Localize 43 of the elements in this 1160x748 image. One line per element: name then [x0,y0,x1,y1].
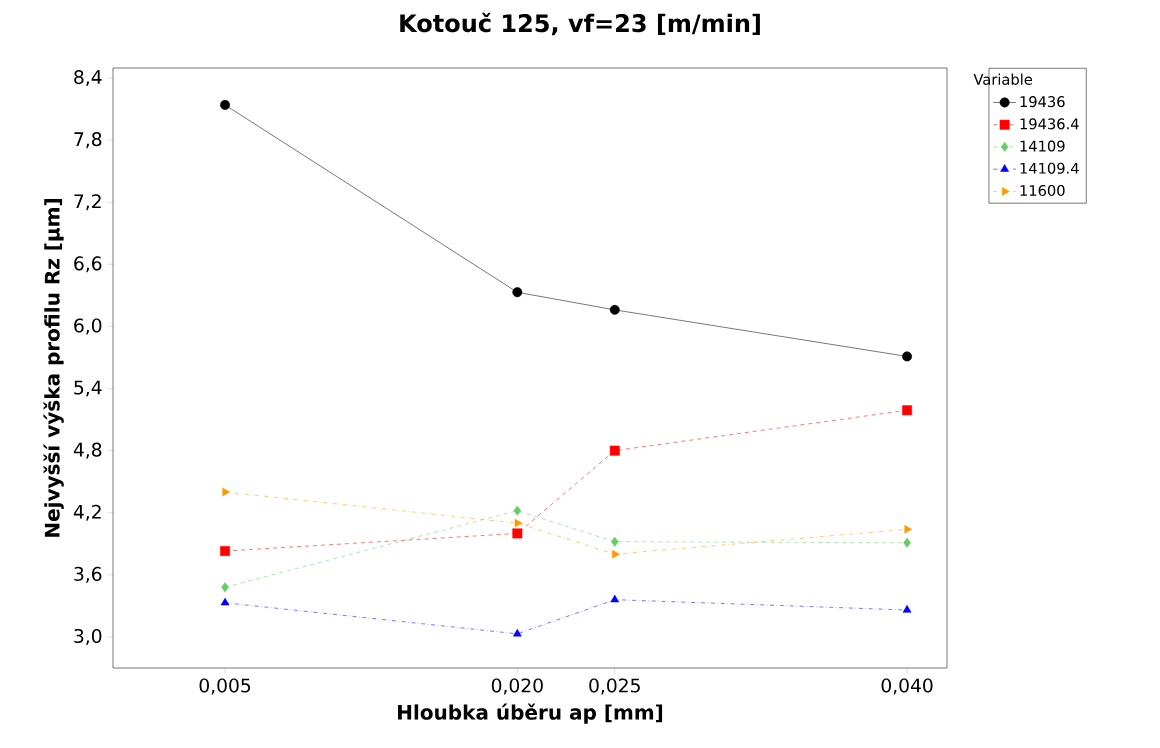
y-tick-label: 3,0 [74,628,102,645]
point [513,505,522,516]
y-axis-title: Nejvyšší výška profilu Rz [µm] [43,199,64,537]
point [220,546,230,556]
chart-title: Kotouč 125, vf=23 [m/min] [400,12,760,36]
y-tick-label: 6,0 [74,318,102,335]
point [902,351,912,362]
legend-label: 14109.4 [1020,162,1079,174]
legend-label: 11600 [1020,184,1065,197]
y-tick-label: 7,2 [74,194,101,211]
y-tick-label: 8,4 [74,70,102,87]
point [612,549,620,559]
point [513,628,522,637]
y-tick-label: 5,4 [74,380,102,397]
legend-title: Variable [973,73,1033,85]
point [904,524,912,534]
point [609,445,620,456]
point [512,287,523,298]
x-tick-label: 0,005 [199,678,251,695]
legend-label: 19436.4 [1020,118,1079,130]
y-tick-label: 4,2 [73,504,101,521]
point [609,304,620,315]
point [512,528,523,539]
point [220,597,230,606]
point [902,405,912,416]
x-tick-label: 0,020 [491,678,543,695]
point [222,487,230,497]
point [903,537,911,548]
x-tick-label: 0,025 [589,678,640,695]
point [902,605,912,613]
point [610,594,620,603]
legend-label: 19436 [1020,96,1065,108]
point [221,582,229,593]
point [514,518,523,528]
y-tick-label: 4,8 [73,442,102,459]
x-axis-title: Hloubka úběru ap [mm] [398,703,663,724]
y-tick-label: 3,6 [74,566,102,583]
legend-label: 14109 [1020,140,1065,152]
point [220,100,230,110]
y-tick-label: 7,8 [74,132,102,149]
point [611,536,619,547]
x-tick-label: 0,040 [881,678,933,695]
y-tick-label: 6,6 [74,256,102,273]
